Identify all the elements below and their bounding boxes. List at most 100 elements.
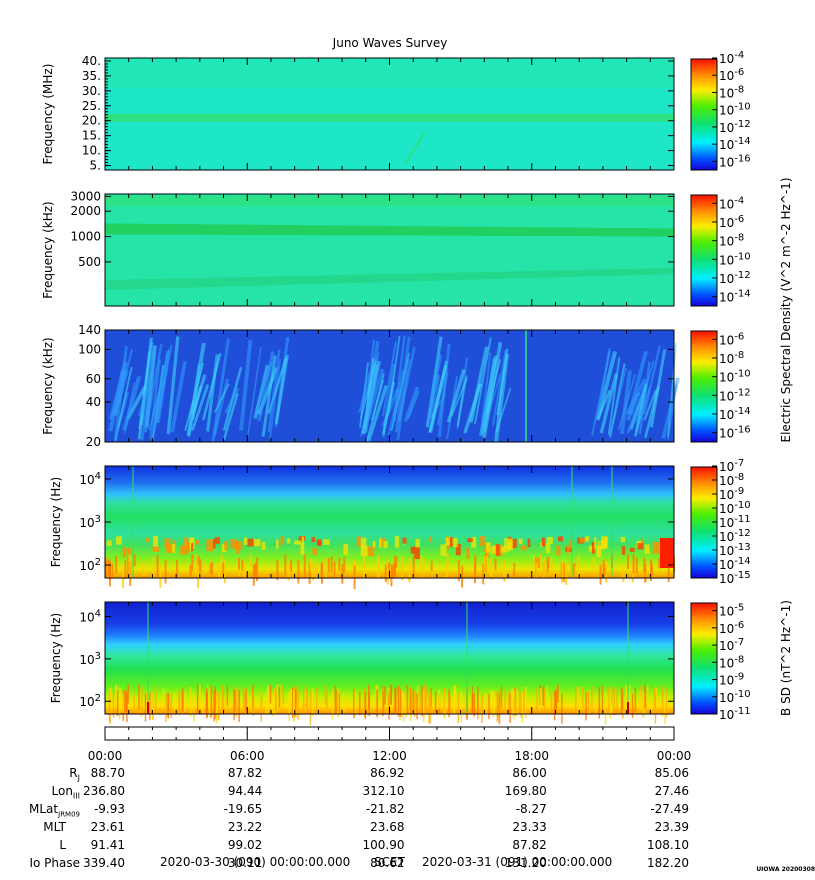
burst-streak — [429, 374, 441, 418]
spectral-blob — [217, 563, 220, 577]
spectral-blob — [265, 693, 267, 715]
spectral-blob — [483, 555, 486, 578]
spectral-blob — [524, 686, 527, 719]
burst-streak — [469, 346, 489, 423]
spectral-blob — [527, 538, 531, 548]
spectral-blob — [596, 545, 602, 558]
spectral-blob — [616, 689, 618, 714]
spectral-blob — [309, 558, 312, 570]
spectral-blob — [383, 541, 388, 549]
spectral-blob — [604, 692, 607, 725]
spectral-blob — [428, 693, 430, 724]
burst-streak — [154, 350, 171, 424]
colorbar-tick-label: 10-6 — [719, 331, 744, 347]
colorbar-tick-label: 10-12 — [719, 119, 751, 135]
colorbar — [690, 602, 718, 715]
spectral-blob — [605, 561, 608, 583]
y-tick-label: 10. — [82, 144, 101, 158]
spectral-blob — [181, 690, 184, 713]
spectral-blob — [140, 689, 142, 717]
burst-streak — [170, 360, 187, 433]
burst-streak — [479, 355, 498, 437]
spectral-blob — [170, 692, 172, 718]
burst-streak — [609, 363, 626, 438]
spectral-blob — [635, 557, 638, 574]
colorbar-tick-label: 10-4 — [719, 50, 744, 66]
burst-streak — [360, 360, 377, 419]
colorbar-tick-label: 10-7 — [719, 637, 744, 653]
spectral-blob — [115, 536, 122, 545]
colorbar-tick-label: 10-8 — [719, 233, 744, 249]
plot-title: Juno Waves Survey — [332, 36, 448, 50]
spectral-blob — [222, 562, 225, 576]
spectral-blob — [644, 684, 646, 709]
spectral-blob — [634, 687, 637, 712]
spectral-blob — [126, 693, 128, 723]
spectral-blob — [214, 537, 220, 544]
spectral-blob — [588, 689, 591, 716]
spectral-blob — [280, 536, 285, 545]
spectral-blob — [242, 686, 245, 709]
spectral-blob — [343, 692, 345, 715]
time-axis: 00:00 06:00 12:00 18:00 00:00 — [88, 726, 692, 763]
ephemeris-value: -19.65 — [223, 802, 263, 816]
spectral-blob — [577, 686, 579, 716]
spectral-blob — [209, 687, 211, 719]
colorbar-tick-label: 10-4 — [719, 195, 744, 211]
spectral-blob — [252, 564, 255, 586]
spectral-blob — [105, 557, 108, 578]
spectral-blob — [294, 688, 297, 717]
y-tick-label: 104 — [79, 471, 101, 487]
spectral-blob — [406, 684, 408, 714]
colorbar-tick-label: 10-12 — [719, 528, 751, 544]
burst-streak — [254, 361, 273, 415]
spectral-blob — [591, 542, 595, 554]
spectral-blob — [585, 692, 587, 721]
ephemeris-value: 80.62 — [370, 856, 405, 870]
burst-streak — [382, 341, 398, 417]
burst-streak — [626, 391, 645, 434]
burst-streak — [474, 337, 492, 425]
spectral-blob — [561, 561, 564, 583]
spectral-blob — [565, 563, 568, 586]
spectral-blob — [202, 692, 204, 714]
spectral-blob — [338, 693, 340, 714]
spectral-blob — [360, 545, 368, 557]
spectral-blob — [457, 560, 460, 582]
spectral-blob — [446, 565, 449, 578]
spectral-blob — [401, 556, 404, 581]
spectral-blob — [481, 693, 483, 724]
burst-streak — [269, 359, 282, 439]
y-axis-label: Frequency (kHz) — [41, 337, 55, 434]
colorbar-tick-label: 10-6 — [719, 67, 744, 83]
colorbar-tick-label: 10-5 — [719, 603, 744, 619]
spectral-blob — [297, 560, 300, 584]
ephemeris-label-io-phase: Io Phase — [29, 856, 80, 870]
burst-streak — [482, 341, 503, 439]
spectral-blob — [625, 684, 628, 715]
spectral-blob — [621, 689, 624, 710]
spectral-blob — [311, 537, 316, 543]
spectral-blob — [516, 689, 519, 716]
burst-streak — [396, 358, 410, 441]
spectral-blob — [213, 691, 215, 722]
burst-streak — [617, 374, 637, 431]
colorbar-tick-label: 10-9 — [719, 486, 744, 502]
spectral-blob — [539, 554, 542, 570]
spectral-blob — [116, 690, 119, 717]
spectral-blob — [535, 562, 538, 579]
spectral-blob — [214, 689, 216, 719]
colorbar — [690, 194, 718, 307]
spectral-blob — [216, 692, 218, 721]
spectral-blob — [166, 544, 173, 554]
ephemeris-value: -8.27 — [515, 802, 547, 816]
time-tick-label: 00:00 — [657, 749, 692, 763]
spectral-blob — [642, 690, 644, 719]
burst-streak — [261, 355, 277, 437]
burst-streak — [140, 351, 157, 441]
time-tick-label: 12:00 — [372, 749, 407, 763]
colorbar-tick-label: 10-10 — [719, 500, 751, 516]
spectral-blob — [221, 685, 224, 712]
y-tick-label: 102 — [79, 557, 101, 573]
